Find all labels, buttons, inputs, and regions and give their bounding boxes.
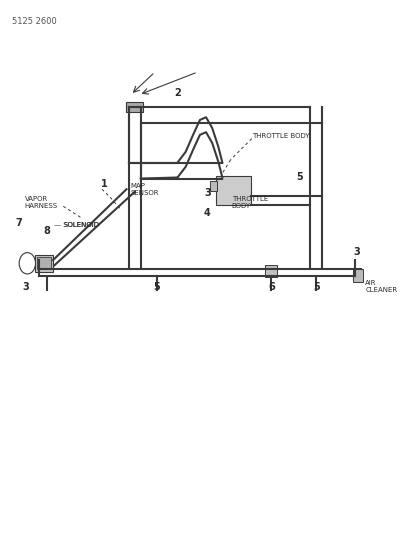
Text: 7: 7 [15,218,22,228]
Bar [216,176,251,205]
Bar [210,181,217,191]
Text: VAPOR
HARNESS: VAPOR HARNESS [24,196,58,209]
Bar [35,255,53,272]
Text: 4: 4 [204,208,211,218]
Text: SOLENOID: SOLENOID [63,222,99,228]
Text: 6: 6 [268,282,275,292]
Text: 5125 2600: 5125 2600 [12,17,57,26]
Text: 3: 3 [204,189,211,198]
Text: — SOLENOID: — SOLENOID [54,222,100,228]
Bar [353,269,363,282]
Circle shape [19,253,35,274]
Text: MAP
SENSOR: MAP SENSOR [131,183,159,196]
Bar [37,257,51,269]
Text: THROTTLE BODY: THROTTLE BODY [252,133,310,139]
Text: 8: 8 [44,227,50,236]
Text: 5: 5 [154,282,160,292]
Text: 5: 5 [313,282,319,292]
Bar [265,265,277,277]
Text: 1: 1 [101,179,107,189]
Text: AIR
CLEANER: AIR CLEANER [365,280,397,293]
Text: 5: 5 [297,172,303,182]
Text: 2: 2 [174,88,181,98]
Text: THROTTLE
BODY: THROTTLE BODY [232,196,268,209]
Bar [126,102,143,112]
Text: 3: 3 [354,247,360,256]
Text: 3: 3 [22,282,29,292]
